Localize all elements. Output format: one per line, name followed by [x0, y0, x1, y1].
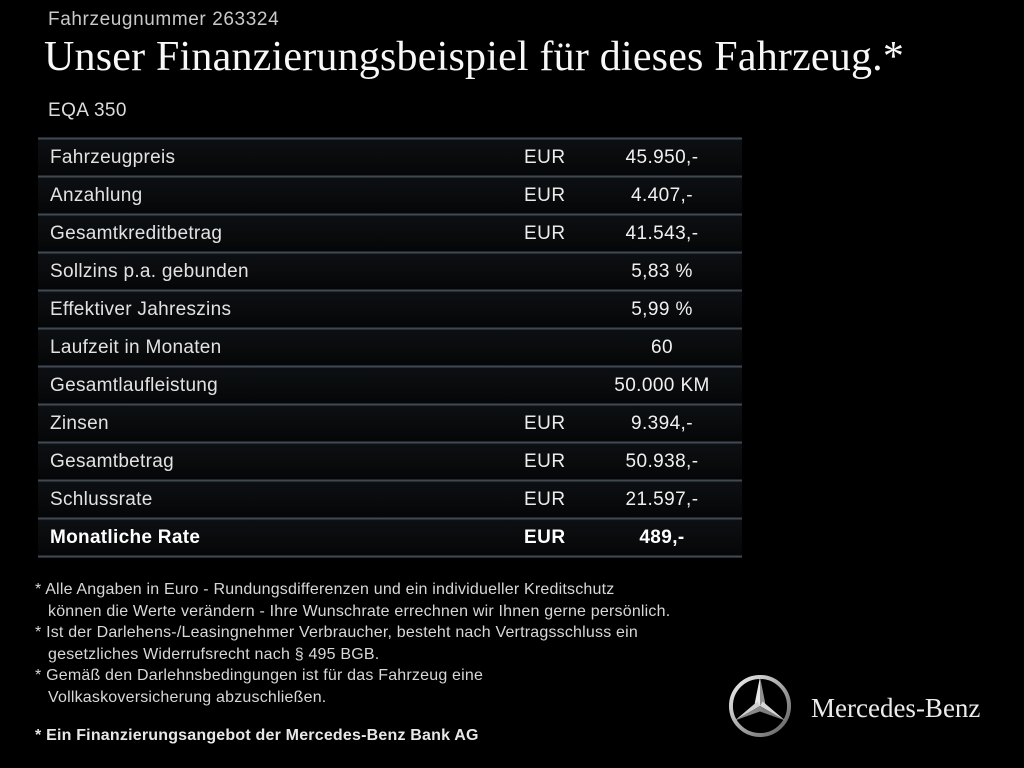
table-divider — [38, 441, 742, 444]
footnote-line: gesetzliches Widerrufsrecht nach § 495 B… — [48, 645, 380, 663]
table-row-schlussrate: Schlussrate EUR 21.597,- — [38, 482, 742, 517]
footnote-line: Vollkaskoversicherung abzuschließen. — [48, 688, 327, 706]
row-unit: EUR — [524, 184, 566, 206]
footnote-line: * Ein Finanzierungsangebot der Mercedes-… — [35, 727, 479, 744]
row-label: Anzahlung — [50, 184, 143, 206]
table-divider — [38, 365, 742, 368]
row-value: 9.394,- — [631, 412, 693, 434]
row-label: Gesamtkreditbetrag — [50, 222, 223, 244]
footnote-item: * Gemäß den Darlehnsbedingungen ist für … — [35, 665, 755, 708]
table-row-monatliche-rate: Monatliche Rate EUR 489,- — [38, 520, 742, 555]
row-label: Gesamtlaufleistung — [50, 374, 219, 396]
mercedes-wordmark: Mercedes-Benz — [811, 693, 981, 723]
row-unit: EUR — [524, 412, 566, 434]
table-divider — [38, 175, 742, 178]
table-row-anzahlung: Anzahlung EUR 4.407,- — [38, 178, 742, 213]
table-row-effektiver-jahreszins: Effektiver Jahreszins 5,99 % — [38, 292, 742, 327]
table-row-sollzins: Sollzins p.a. gebunden 5,83 % — [38, 254, 742, 289]
row-value: 489,- — [639, 526, 685, 548]
vehicle-number: Fahrzeugnummer 263324 — [48, 9, 280, 30]
row-value: 5,83 % — [631, 260, 693, 282]
table-divider — [38, 403, 742, 406]
row-value: 45.950,- — [625, 146, 699, 168]
footnote-line: * Ist der Darlehens-/Leasingnehmer Verbr… — [35, 624, 638, 641]
table-row-fahrzeugpreis: Fahrzeugpreis EUR 45.950,- — [38, 140, 742, 175]
row-value: 5,99 % — [631, 298, 693, 320]
vehicle-model: EQA 350 — [48, 100, 127, 121]
row-label: Laufzeit in Monaten — [50, 336, 222, 358]
row-label: Monatliche Rate — [50, 526, 201, 548]
row-unit: EUR — [524, 222, 566, 244]
row-unit: EUR — [524, 450, 566, 472]
row-label: Effektiver Jahreszins — [50, 298, 232, 320]
footnote-item: * Alle Angaben in Euro - Rundungsdiffere… — [35, 579, 755, 622]
footnote-item: * Ist der Darlehens-/Leasingnehmer Verbr… — [35, 622, 755, 665]
row-label: Sollzins p.a. gebunden — [50, 260, 249, 282]
table-row-zinsen: Zinsen EUR 9.394,- — [38, 406, 742, 441]
footnote-line: können die Werte verändern - Ihre Wunsch… — [48, 602, 671, 620]
mercedes-star-icon — [727, 673, 793, 739]
row-value: 4.407,- — [631, 184, 693, 206]
row-label: Fahrzeugpreis — [50, 146, 176, 168]
row-label: Gesamtbetrag — [50, 450, 174, 472]
table-divider — [38, 251, 742, 254]
row-value: 21.597,- — [625, 488, 699, 510]
footnote-item-bank: * Ein Finanzierungsangebot der Mercedes-… — [35, 725, 755, 747]
table-row-gesamtkreditbetrag: Gesamtkreditbetrag EUR 41.543,- — [38, 216, 742, 251]
row-unit: EUR — [524, 488, 566, 510]
row-unit: EUR — [524, 146, 566, 168]
footnote-line: * Gemäß den Darlehnsbedingungen ist für … — [35, 667, 484, 684]
footnote-line: * Alle Angaben in Euro - Rundungsdiffere… — [35, 581, 615, 598]
table-row-gesamtbetrag: Gesamtbetrag EUR 50.938,- — [38, 444, 742, 479]
footnotes-section: * Alle Angaben in Euro - Rundungsdiffere… — [35, 579, 755, 747]
table-divider — [38, 289, 742, 292]
row-value: 41.543,- — [625, 222, 699, 244]
table-divider — [38, 517, 742, 520]
row-unit: EUR — [524, 526, 566, 548]
row-value: 60 — [651, 336, 673, 358]
financing-table: Fahrzeugpreis EUR 45.950,- Anzahlung EUR… — [38, 137, 742, 558]
row-value: 50.938,- — [625, 450, 699, 472]
page-title: Unser Finanzierungsbeispiel für dieses F… — [44, 34, 905, 80]
row-label: Schlussrate — [50, 488, 153, 510]
row-value: 50.000 KM — [614, 374, 710, 396]
table-divider — [38, 137, 742, 140]
table-row-laufzeit: Laufzeit in Monaten 60 — [38, 330, 742, 365]
table-divider — [38, 479, 742, 482]
table-row-gesamtlaufleistung: Gesamtlaufleistung 50.000 KM — [38, 368, 742, 403]
table-divider — [38, 555, 742, 558]
row-label: Zinsen — [50, 412, 109, 434]
table-divider — [38, 327, 742, 330]
table-divider — [38, 213, 742, 216]
